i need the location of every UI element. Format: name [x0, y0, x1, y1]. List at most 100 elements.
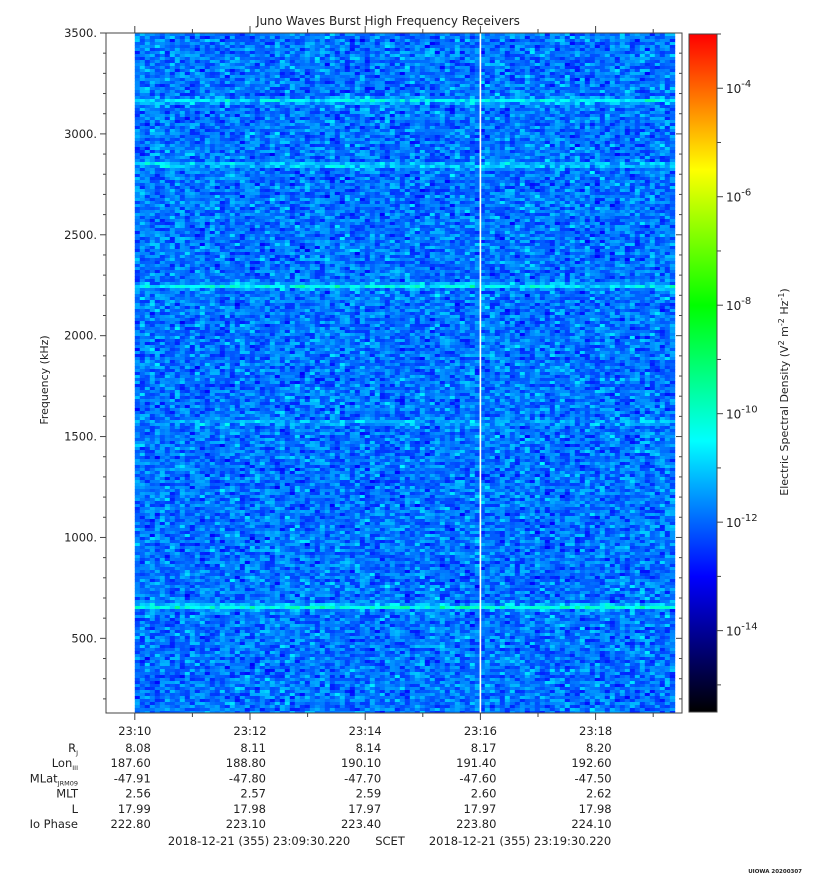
spectrogram-cell — [284, 132, 291, 136]
spectrogram-cell — [334, 63, 341, 67]
spectrogram-cell — [609, 162, 616, 166]
spectrogram-cell — [279, 57, 286, 61]
spectrogram-cell — [644, 90, 651, 94]
spectrogram-cell — [659, 66, 666, 70]
spectrogram-cell — [179, 78, 186, 82]
spectrogram-cell — [544, 132, 551, 136]
spectrogram-cell — [249, 165, 256, 169]
spectrogram-cell — [259, 108, 266, 112]
spectrogram-cell — [334, 126, 341, 130]
spectrogram-cell — [554, 72, 561, 76]
spectrogram-cell — [454, 102, 461, 106]
spectrogram-cell — [499, 39, 506, 43]
spectrogram-cell — [434, 78, 441, 82]
spectrogram-cell — [299, 75, 306, 79]
spectrogram-cell — [504, 147, 511, 151]
spectrogram-cell — [334, 60, 341, 64]
spectrogram-cell — [334, 51, 341, 55]
spectrogram-cell — [254, 144, 261, 148]
spectrogram-cell — [194, 87, 201, 91]
spectrogram-cell — [494, 126, 501, 130]
spectrogram-cell — [374, 45, 381, 49]
spectrogram-cell — [519, 39, 526, 43]
spectrogram-cell — [209, 168, 216, 172]
spectrogram-cell — [454, 117, 461, 121]
spectrogram-cell — [144, 105, 151, 109]
spectrogram-cell — [479, 54, 486, 58]
spectrogram-cell — [159, 66, 166, 70]
spectrogram-cell — [149, 45, 156, 49]
spectrogram-cell — [554, 84, 561, 88]
spectrogram-cell — [494, 93, 501, 97]
spectrogram-cell — [419, 42, 426, 46]
spectrogram-cell — [339, 147, 346, 151]
spectrogram-cell — [524, 102, 531, 106]
spectrogram-cell — [404, 72, 411, 76]
spectrogram-cell — [349, 147, 356, 151]
spectrogram-cell — [554, 159, 561, 163]
spectrogram-cell — [249, 171, 256, 175]
spectrogram-cell — [354, 150, 361, 154]
spectrogram-cell — [239, 141, 246, 145]
spectrogram-cell — [214, 96, 221, 100]
spectrogram-cell — [174, 81, 181, 85]
spectrogram-cell — [259, 153, 266, 157]
spectrogram-cell — [624, 126, 631, 130]
spectrogram-cell — [479, 96, 486, 100]
spectrogram-cell — [439, 108, 446, 112]
spectrogram-cell — [269, 81, 276, 85]
spectrogram-cell — [424, 87, 431, 91]
spectrogram-cell — [219, 87, 226, 91]
spectrogram-cell — [204, 168, 211, 172]
spectrogram-cell — [594, 108, 601, 112]
spectrogram-cell — [134, 99, 141, 103]
spectrogram-cell — [134, 45, 141, 49]
spectrogram-cell — [189, 60, 196, 64]
spectrogram-cell — [439, 144, 446, 148]
spectrogram-cell — [439, 153, 446, 157]
spectrogram-cell — [664, 156, 671, 160]
spectrogram-cell — [309, 84, 316, 88]
spectrogram-cell — [624, 39, 631, 43]
spectrogram-cell — [344, 159, 351, 163]
spectrogram-cell — [414, 156, 421, 160]
spectrogram-cell — [504, 108, 511, 112]
spectrogram-cell — [339, 102, 346, 106]
spectrogram-cell — [649, 150, 656, 154]
spectrogram-cell — [144, 141, 151, 145]
spectrogram-cell — [359, 147, 366, 151]
spectrogram-cell — [354, 123, 361, 127]
spectrogram-cell — [389, 96, 396, 100]
spectrogram-cell — [284, 168, 291, 172]
spectrogram-cell — [614, 69, 621, 73]
spectrogram-cell — [574, 66, 581, 70]
spectrogram-cell — [564, 72, 571, 76]
spectrogram-cell — [604, 102, 611, 106]
spectrogram-cell — [199, 102, 206, 106]
spectrogram-cell — [609, 168, 616, 172]
spectrogram-cell — [289, 90, 296, 94]
spectrogram-cell — [224, 159, 231, 163]
spectrogram-cell — [279, 42, 286, 46]
spectrogram-cell — [384, 78, 391, 82]
spectrogram-cell — [574, 132, 581, 136]
spectrogram-cell — [369, 153, 376, 157]
spectrogram-cell — [579, 168, 586, 172]
spectrogram-cell — [409, 36, 416, 40]
spectrogram-cell — [219, 84, 226, 88]
spectrogram-cell — [509, 96, 516, 100]
spectrogram-cell — [419, 96, 426, 100]
spectrogram-cell — [519, 60, 526, 64]
spectrogram-cell — [579, 156, 586, 160]
spectrogram-cell — [229, 165, 236, 169]
spectrogram-cell — [404, 156, 411, 160]
spectrogram-cell — [509, 78, 516, 82]
spectrogram-cell — [494, 84, 501, 88]
spectrogram-cell — [459, 96, 466, 100]
spectrogram-cell — [279, 93, 286, 97]
spectrogram-cell — [299, 108, 306, 112]
spectrogram-cell — [444, 33, 451, 37]
spectrogram-cell — [484, 36, 491, 40]
spectrogram-cell — [159, 87, 166, 91]
spectrogram-cell — [254, 138, 261, 142]
